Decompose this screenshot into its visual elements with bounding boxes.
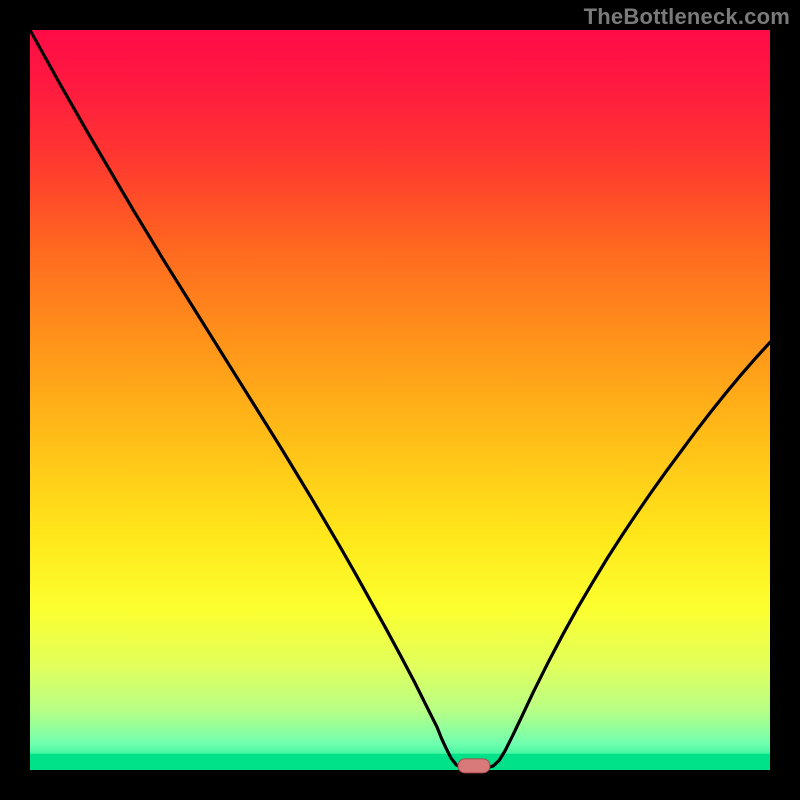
plot-area [30, 30, 770, 770]
watermark-text: TheBottleneck.com [584, 4, 790, 30]
chart-container: TheBottleneck.com [0, 0, 800, 800]
bottleneck-curve [30, 30, 770, 770]
optimum-marker [457, 758, 490, 773]
